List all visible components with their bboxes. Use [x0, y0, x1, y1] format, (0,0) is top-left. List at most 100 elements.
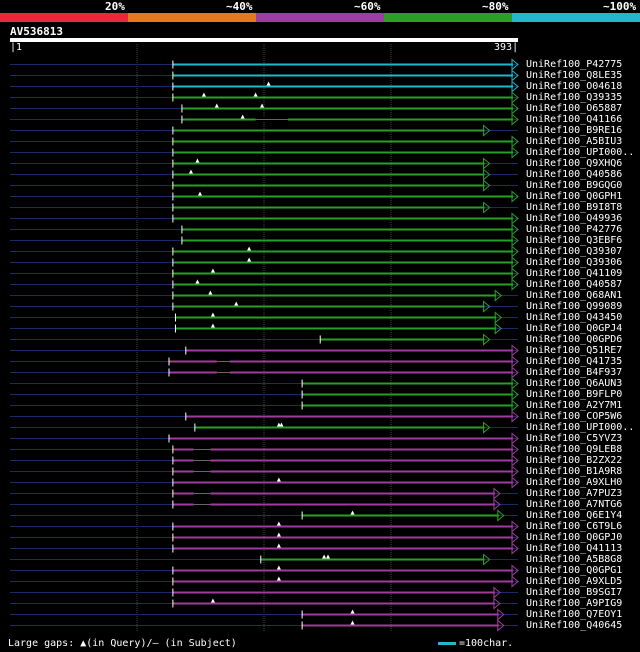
hit-label[interactable]: UniRef100_C6T9L6 [526, 520, 623, 532]
hit-label[interactable]: UniRef100_Q41109 [526, 267, 623, 279]
hit-label[interactable]: UniRef100_Q41113 [526, 542, 623, 554]
hit-end-arrow [483, 124, 491, 137]
query-gap-marker [276, 422, 281, 427]
hit-label[interactable]: UniRef100_A7PUZ3 [526, 487, 623, 499]
hit-end-arrow [511, 344, 519, 357]
hit-label[interactable]: UniRef100_C5YVZ3 [526, 432, 623, 444]
hit-label[interactable]: UniRef100_Q9XHQ6 [526, 157, 623, 169]
legend-segment-3 [256, 13, 384, 22]
hit-label[interactable]: UniRef100_Q7EOY1 [526, 608, 623, 620]
hit-label[interactable]: UniRef100_COP5W6 [526, 410, 623, 422]
hit-label[interactable]: UniRef100_Q9LEB8 [526, 443, 623, 455]
hit-label[interactable]: UniRef100_B9GQG0 [526, 179, 623, 191]
query-gap-marker [276, 521, 281, 526]
hit-label[interactable]: UniRef100_Q40587 [526, 278, 623, 290]
query-gap-marker [325, 554, 330, 559]
hit-label[interactable]: UniRef100_A5BIU3 [526, 135, 623, 147]
hit-label[interactable]: UniRef100_Q0GPD6 [526, 333, 623, 345]
hit-end-arrow [511, 91, 519, 104]
hit-label[interactable]: UniRef100_B4F937 [526, 366, 623, 378]
query-gap-marker [350, 609, 355, 614]
hit-end-arrow [493, 586, 501, 599]
hit-label[interactable]: UniRef100_Q0GPG1 [526, 564, 623, 576]
hit-end-arrow [511, 410, 519, 423]
hit-end-arrow [483, 333, 491, 346]
query-gap-marker [279, 422, 284, 427]
hit-label[interactable]: UniRef100_B9SGI7 [526, 586, 623, 598]
hit-label[interactable]: UniRef100_Q68AN1 [526, 289, 623, 301]
query-gap-marker [240, 114, 245, 119]
hit-label[interactable]: UniRef100_Q40586 [526, 168, 623, 180]
hit-end-arrow [494, 289, 502, 302]
query-gap-marker [276, 565, 281, 570]
hit-label[interactable]: UniRef100_Q39306 [526, 256, 623, 268]
query-gap-marker [210, 268, 215, 273]
hit-end-arrow [511, 366, 519, 379]
hit-label[interactable]: UniRef100_Q6AUN3 [526, 377, 623, 389]
hit-label[interactable]: UniRef100_Q39307 [526, 245, 623, 257]
hit-label[interactable]: UniRef100_Q0GPJ4 [526, 322, 623, 334]
hit-label[interactable]: UniRef100_B9RE16 [526, 124, 623, 136]
query-gap-marker [214, 103, 219, 108]
hit-label[interactable]: UniRef100_UPI000.. [526, 421, 635, 433]
hit-end-arrow [497, 509, 505, 522]
hit-label[interactable]: UniRef100_Q43450 [526, 311, 623, 323]
query-gap-marker [276, 543, 281, 548]
hit-label[interactable]: UniRef100_Q8LE35 [526, 69, 623, 81]
hit-end-arrow [511, 278, 519, 291]
hit-label[interactable]: UniRef100_UPI000.. [526, 146, 635, 158]
hit-end-arrow [483, 201, 491, 214]
hit-end-arrow [483, 168, 491, 181]
hit-label[interactable]: UniRef100_B2ZX22 [526, 454, 623, 466]
hit-label[interactable]: UniRef100_A2Y7M1 [526, 399, 623, 411]
hit-label[interactable]: UniRef100_Q99089 [526, 300, 623, 312]
hit-label[interactable]: UniRef100_Q41735 [526, 355, 623, 367]
hit-label[interactable]: UniRef100_Q40645 [526, 619, 623, 631]
hit-label[interactable]: UniRef100_A5B8G8 [526, 553, 623, 565]
query-gap-marker [266, 81, 271, 86]
hit-end-arrow [511, 432, 519, 445]
query-gap-marker [276, 477, 281, 482]
hit-label[interactable]: UniRef100_B1A9R8 [526, 465, 623, 477]
hit-label[interactable]: UniRef100_O65887 [526, 102, 623, 114]
hit-end-arrow [511, 564, 519, 577]
query-gap-marker [247, 246, 252, 251]
hit-label[interactable]: UniRef100_A9XLD5 [526, 575, 623, 587]
hit-end-arrow [483, 300, 491, 313]
hit-end-arrow [511, 399, 519, 412]
hit-label[interactable]: UniRef100_B9I8T8 [526, 201, 623, 213]
hit-label[interactable]: UniRef100_Q39335 [526, 91, 623, 103]
hit-label[interactable]: UniRef100_A7NTG6 [526, 498, 623, 510]
hit-label[interactable]: UniRef100_A9XLH0 [526, 476, 623, 488]
hit-end-arrow [511, 69, 519, 82]
hit-label[interactable]: UniRef100_Q3EBF6 [526, 234, 623, 246]
hit-end-arrow [494, 322, 502, 335]
legend-segment-5 [512, 13, 640, 22]
hit-label[interactable]: UniRef100_Q49936 [526, 212, 623, 224]
hit-label[interactable]: UniRef100_Q0GPJ0 [526, 531, 623, 543]
hit-label[interactable]: UniRef100_P42775 [526, 58, 623, 70]
hit-end-arrow [493, 498, 501, 511]
hit-end-arrow [497, 619, 505, 632]
query-gap-marker [210, 312, 215, 317]
query-gap-marker [210, 323, 215, 328]
hit-label[interactable]: UniRef100_Q0GPH1 [526, 190, 623, 202]
hit-label[interactable]: UniRef100_Q41166 [526, 113, 623, 125]
hit-end-arrow [483, 553, 491, 566]
legend-label-1: 20% [105, 0, 125, 13]
hit-end-arrow [511, 102, 519, 115]
hit-label[interactable]: UniRef100_B9FLP0 [526, 388, 623, 400]
hit-end-arrow [511, 223, 519, 236]
hit-label[interactable]: UniRef100_O04618 [526, 80, 623, 92]
query-gap-marker [247, 257, 252, 262]
query-gap-marker [195, 158, 200, 163]
legend-label-2: ~40% [226, 0, 253, 13]
hit-label[interactable]: UniRef100_P42776 [526, 223, 623, 235]
hit-end-arrow [511, 190, 519, 203]
hit-label[interactable]: UniRef100_Q51RE7 [526, 344, 623, 356]
hit-end-arrow [483, 157, 491, 170]
hit-label[interactable]: UniRef100_A9PIG9 [526, 597, 623, 609]
hit-end-arrow [511, 443, 519, 456]
coverage-legend: 20% ~40% ~60% ~80% ~100% [0, 0, 640, 22]
hit-label[interactable]: UniRef100_Q6E1Y4 [526, 509, 623, 521]
